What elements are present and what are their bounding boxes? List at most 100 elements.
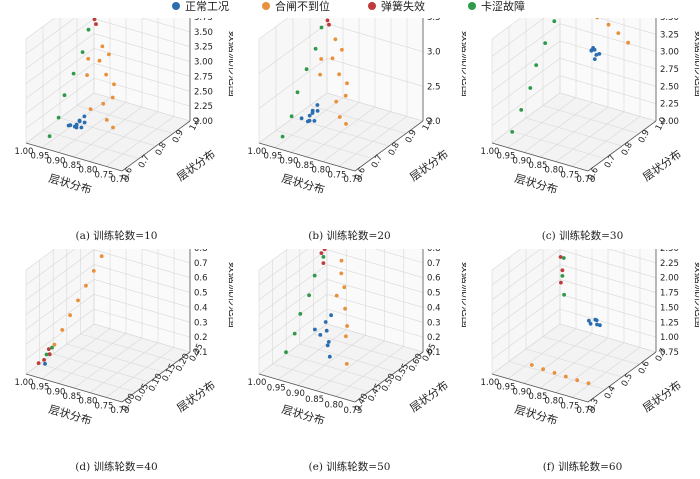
z-tick-label: 0.4 xyxy=(194,303,208,313)
data-point xyxy=(595,322,599,327)
scatter3d-chart-a: 0.700.750.800.850.900.951.000.60.70.80.9… xyxy=(15,18,233,197)
data-point xyxy=(510,130,515,134)
z-tick-label: 0.7 xyxy=(427,259,441,269)
data-point xyxy=(333,37,338,42)
x-tick-label: 0.80 xyxy=(79,397,98,407)
data-point xyxy=(543,41,548,45)
grid-line xyxy=(25,264,95,315)
grid-line xyxy=(542,336,640,365)
grid-line xyxy=(93,323,191,353)
x-tick-label: 0.75 xyxy=(561,170,580,180)
y-axis-line xyxy=(354,351,424,403)
grid-line xyxy=(559,264,657,293)
grid-line xyxy=(491,308,561,360)
data-point xyxy=(597,52,602,56)
z-tick-label: 0.1 xyxy=(427,348,441,358)
data-point xyxy=(101,101,106,106)
grid-line xyxy=(326,23,424,52)
x-tick-label: 0.95 xyxy=(497,152,516,162)
x-axis-line xyxy=(491,142,589,172)
grid-line xyxy=(491,279,561,330)
x-tick-label: 0.75 xyxy=(95,401,114,411)
data-point xyxy=(77,119,82,124)
x-tick-label: 0.80 xyxy=(312,166,331,176)
grid-line xyxy=(525,117,623,147)
grid-line xyxy=(491,23,561,74)
scatter3d-chart-e: 0.750.800.850.900.951.000.400.450.500.55… xyxy=(248,249,466,428)
x-axis-line xyxy=(25,142,123,172)
grid-line xyxy=(326,323,424,353)
grid-line xyxy=(559,308,657,338)
data-point xyxy=(107,52,111,57)
grid-line xyxy=(316,340,385,392)
data-point xyxy=(563,374,568,379)
data-point xyxy=(325,18,330,23)
grid-line xyxy=(93,18,191,48)
data-point xyxy=(99,254,104,259)
data-point xyxy=(84,283,88,288)
data-point xyxy=(327,22,331,27)
data-point xyxy=(44,352,49,357)
x-tick-label: 0.95 xyxy=(267,384,286,394)
grid-line xyxy=(25,249,76,286)
y-axis-title: 层状分布 xyxy=(407,147,451,184)
data-point xyxy=(552,19,557,24)
legend-label: 正常工况 xyxy=(185,0,229,13)
panel-f: 0.70 0.75 0.80 0.85 0.90 0.95 1.00 0.3 0.4 0.5 0.6… xyxy=(466,249,699,478)
x-tick-label: 0.90 xyxy=(513,387,532,397)
x-tick-label: 0.85 xyxy=(63,161,82,171)
data-point xyxy=(318,72,322,77)
x-axis-title: 层状分布 xyxy=(280,402,326,428)
grid-line xyxy=(491,249,542,286)
x-tick-label: 0.80 xyxy=(324,400,343,410)
grid-line xyxy=(309,105,407,134)
z-tick-label: 0.3 xyxy=(194,318,208,328)
z-tick-label: 3.00 xyxy=(194,58,213,68)
data-point xyxy=(62,93,67,98)
data-point xyxy=(91,269,96,273)
z-tick-label: 0.1 xyxy=(194,348,208,358)
data-point xyxy=(305,119,310,124)
grid-line xyxy=(491,58,561,109)
grid-line xyxy=(326,249,424,279)
z-tick-label: 0.2 xyxy=(194,333,208,343)
grid-line xyxy=(491,18,545,57)
data-point xyxy=(329,313,333,318)
legend-item: 合闸不到位 xyxy=(262,1,330,13)
scatter3d-chart-f: 0.700.750.800.850.900.951.000.30.40.50.6… xyxy=(481,249,699,428)
data-point xyxy=(343,93,348,98)
x-tick-label: 0.85 xyxy=(529,161,548,171)
data-point xyxy=(321,255,326,259)
data-point xyxy=(97,58,102,63)
legend-label: 弹簧失效 xyxy=(381,0,425,13)
legend-marker-icon xyxy=(172,2,180,10)
data-point xyxy=(575,378,580,383)
grid-line xyxy=(491,92,561,144)
data-point xyxy=(292,331,297,336)
grid-line xyxy=(286,353,383,383)
caption-f: (f) 训练轮数=60 xyxy=(542,461,623,473)
grid-line xyxy=(73,337,143,389)
data-point xyxy=(339,271,344,276)
caption-e: (e) 训练轮数=50 xyxy=(308,461,391,473)
data-point xyxy=(43,361,47,366)
caption-c: (c) 训练轮数=30 xyxy=(541,230,624,242)
z-tick-label: 0.5 xyxy=(194,289,208,299)
grid-line xyxy=(491,294,561,345)
data-point xyxy=(594,318,599,323)
data-point xyxy=(541,367,545,372)
data-point xyxy=(289,114,294,119)
caption-d: (d) 训练轮数=40 xyxy=(75,461,158,473)
grid-line xyxy=(93,62,191,92)
x-tick-label: 0.75 xyxy=(344,406,363,416)
grid-line xyxy=(491,75,561,126)
grid-line xyxy=(491,249,522,271)
grid-line xyxy=(258,249,328,300)
grid-line xyxy=(258,92,328,144)
data-point xyxy=(559,280,563,285)
data-point xyxy=(344,122,348,126)
data-point xyxy=(104,72,108,77)
grid-line xyxy=(313,333,410,363)
data-point xyxy=(562,292,566,297)
data-point xyxy=(280,134,285,139)
